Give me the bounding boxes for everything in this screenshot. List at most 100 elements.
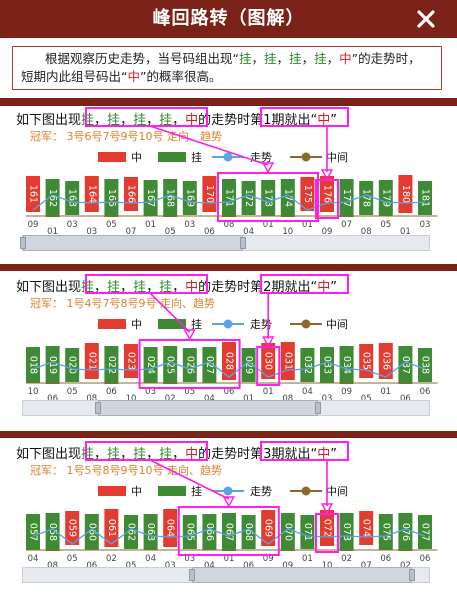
- bar-label: 166: [126, 185, 137, 203]
- legend-trend-label: 走势: [250, 318, 272, 331]
- heading-text-2: 的走势时: [198, 447, 251, 462]
- bar-label: 022: [106, 356, 117, 374]
- chart-bar: 068: [241, 515, 256, 549]
- issue-label: 10: [322, 561, 333, 570]
- chart-bar: 059: [65, 511, 80, 545]
- divider-3: [0, 431, 457, 438]
- scrollbar-range[interactable]: [189, 567, 415, 583]
- chart-bar: 032: [300, 348, 315, 382]
- chart-bar: 061: [104, 509, 119, 547]
- chart-bar: 026: [182, 348, 197, 382]
- heading-result-hit: 中: [317, 447, 331, 462]
- intro-text-1: 根据观察历史走势，当号码组出现“: [45, 51, 239, 66]
- pattern-arrow-icon: [149, 292, 196, 341]
- bar-label: 073: [341, 523, 352, 541]
- result-arrow-icon: [320, 126, 334, 181]
- issue-label: 03: [145, 387, 156, 397]
- chart-bar: 179: [378, 180, 393, 216]
- heading-result-text: 第2期就出: [250, 280, 311, 295]
- chart-bar: 023: [124, 344, 138, 378]
- legend-hit-label: 中: [131, 318, 142, 331]
- legend-middle-label: 中间: [326, 318, 348, 331]
- chart-bar: 171: [222, 179, 236, 217]
- chart-bar: 071: [300, 515, 315, 549]
- heading-sep: ，: [120, 280, 134, 295]
- chart-bar: 175: [300, 177, 315, 211]
- bar-label: 021: [86, 352, 97, 370]
- issue-label: 01: [47, 227, 58, 236]
- intro-miss-3: 挂: [289, 51, 302, 66]
- champion-label: 冠军： 1号4号7号8号9号 走向、趋势: [30, 297, 215, 310]
- chart-scrollbar[interactable]: [22, 400, 430, 416]
- bar-label: 062: [126, 523, 137, 541]
- bar-label: 171: [224, 189, 235, 207]
- scrollbar-handle-left[interactable]: [95, 402, 101, 414]
- heading-sep: ，: [172, 447, 186, 462]
- issue-label: 05: [67, 554, 78, 564]
- scrollbar-handle-right[interactable]: [315, 402, 321, 414]
- chart-bar: 035: [359, 344, 374, 378]
- issue-label: 06: [204, 227, 215, 236]
- scrollbar-handle-right[interactable]: [240, 237, 246, 249]
- issue-label: 05: [361, 394, 372, 403]
- bar-label: 025: [165, 356, 176, 374]
- chart-bar: 060: [84, 514, 99, 550]
- bar-label: 070: [282, 523, 293, 541]
- chart-bar: 176: [320, 176, 334, 212]
- legend-miss-swatch: [158, 486, 186, 496]
- issue-label: 05: [184, 387, 195, 397]
- issue-label: 04: [243, 227, 254, 236]
- divider-1: [0, 98, 457, 106]
- bar-label: 037: [400, 356, 411, 374]
- legend-hit-swatch: [98, 319, 126, 329]
- chart-scrollbar[interactable]: [22, 567, 430, 583]
- chart-bar: 058: [45, 513, 60, 551]
- intro-miss-1: 挂: [238, 51, 252, 66]
- scrollbar-range[interactable]: [95, 400, 321, 416]
- heading-result-text: 第1期就出: [250, 113, 311, 128]
- bar-label: 173: [263, 189, 274, 207]
- bar-label: 033: [322, 356, 333, 374]
- issue-label: 07: [341, 220, 352, 230]
- issue-label: 10: [28, 387, 39, 397]
- section-heading: 如下图出现挂，挂，挂，挂，中的走势时第1期就出“中”: [16, 109, 337, 128]
- scrollbar-range[interactable]: [20, 235, 246, 251]
- legend-miss-label: 挂: [191, 484, 202, 498]
- chart-bar: 018: [26, 347, 40, 383]
- issue-label: 06: [224, 387, 235, 397]
- bar-label: 031: [282, 352, 293, 370]
- issue-label: 04: [145, 554, 156, 564]
- chart-scrollbar[interactable]: [20, 235, 430, 251]
- bar-label: 163: [67, 189, 78, 207]
- chart-canvas: 中挂走势 中间0570405808059050600606102062050630…: [26, 441, 438, 570]
- scrollbar-handle-left[interactable]: [189, 569, 195, 581]
- pattern-arrow-icon: [149, 459, 235, 508]
- heading-miss-4: 挂: [159, 280, 173, 295]
- scrollbar-handle-left[interactable]: [20, 237, 26, 249]
- chart-bar: 037: [398, 346, 413, 384]
- heading-sep: ，: [94, 447, 108, 462]
- bar-label: 168: [165, 189, 176, 207]
- intro-hit-2: 中: [127, 69, 140, 84]
- intro-text-3: ”的概率很高。: [140, 69, 222, 84]
- bar-label: 075: [380, 523, 391, 541]
- legend-hit-swatch: [98, 152, 126, 162]
- issue-label: 07: [361, 561, 372, 570]
- chart-bar: 077: [418, 515, 432, 549]
- bar-label: 060: [86, 523, 97, 541]
- scrollbar-handle-right[interactable]: [409, 569, 415, 581]
- heading-result-text: 第3期就出: [250, 447, 311, 462]
- chart-canvas: 中挂走势 中间0181001906020050210802206023100240…: [26, 274, 438, 403]
- heading-text: 如下图出现: [16, 280, 82, 295]
- heading-result-hit: 中: [317, 113, 331, 128]
- bar-label: 071: [302, 523, 313, 541]
- close-icon[interactable]: [415, 8, 437, 30]
- issue-label: 06: [47, 394, 58, 403]
- issue-label: 02: [400, 561, 411, 570]
- issue-label: 08: [282, 394, 293, 403]
- bar-label: 077: [420, 523, 431, 541]
- heading-sep: ，: [120, 447, 134, 462]
- bar-label: 181: [420, 189, 431, 207]
- intro-sep-3: ，: [301, 51, 315, 66]
- heading-sep: ，: [120, 113, 134, 128]
